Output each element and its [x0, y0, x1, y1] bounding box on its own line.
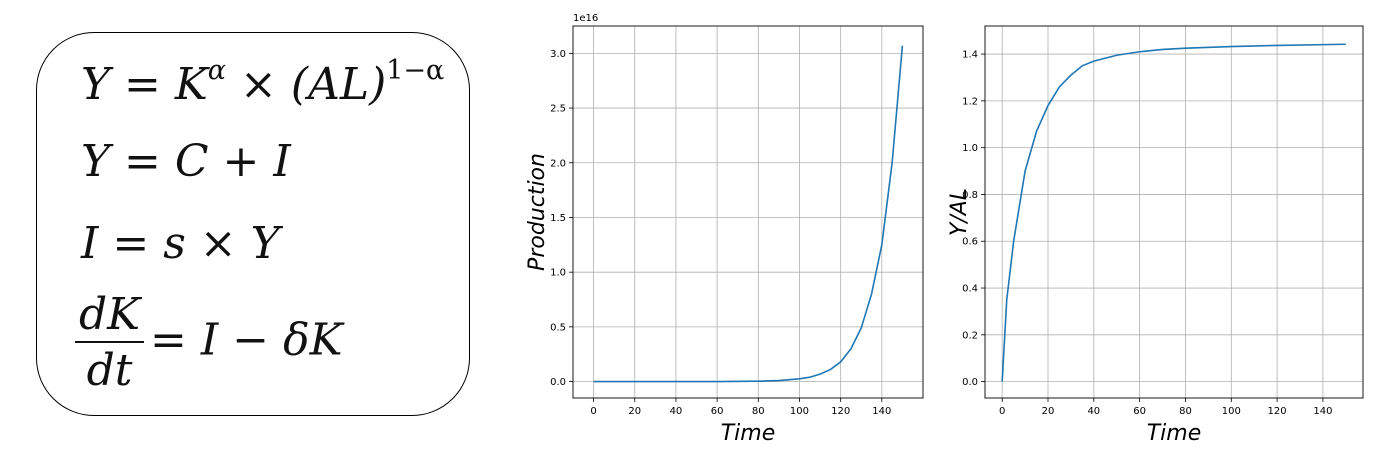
x-tick-label: 100	[790, 406, 809, 417]
y-tick-label: 1.0	[962, 143, 978, 154]
x-tick-label: 60	[711, 406, 724, 417]
x-tick-label: 0	[590, 406, 596, 417]
capital-accumulation-equation: dK dt = I − δK	[75, 293, 342, 393]
y-axis-label: Production	[525, 153, 550, 271]
y-tick-label: 2.5	[550, 104, 566, 115]
series-line	[593, 45, 904, 383]
x-tick-label: 140	[1313, 406, 1332, 417]
output-identity-equation: Y = C + I	[81, 136, 291, 187]
y-tick-label: 0.8	[962, 190, 978, 201]
y-axis-offset-label: 1e16	[573, 13, 598, 24]
y-tick-label: 0.0	[550, 377, 566, 388]
x-tick-label: 140	[872, 406, 891, 417]
x-tick-label: 80	[752, 406, 765, 417]
series-line	[1001, 43, 1346, 382]
x-axis-label: Time	[721, 421, 776, 446]
y-tick-label: 1.0	[550, 268, 566, 279]
y-tick-label: 1.5	[550, 213, 566, 224]
x-tick-label: 120	[1268, 406, 1287, 417]
x-axis-label: Time	[1147, 421, 1202, 446]
x-tick-label: 100	[1222, 406, 1241, 417]
y-axis-label: Y/AL	[947, 188, 972, 236]
y-tick-label: 2.0	[550, 158, 566, 169]
plot-frame	[572, 25, 924, 399]
y-tick-label: 3.0	[550, 49, 566, 60]
x-tick-label: 20	[1042, 406, 1055, 417]
output-per-effective-worker-chart: 0 20 40 60 80 100 120 140 0.0 0.2 0.4 0.6 0.8 1.0 1.2 1…	[947, 25, 1364, 446]
investment-equation: I = s × Y	[81, 218, 280, 269]
x-tick-label: 60	[1133, 406, 1146, 417]
y-tick-label: 0.2	[962, 330, 978, 341]
y-tick-label: 0.0	[962, 377, 978, 388]
x-tick-label: 20	[628, 406, 641, 417]
y-tick-label: 0.6	[962, 237, 978, 248]
x-tick-label: 80	[1179, 406, 1192, 417]
production-function-equation: Y = Kα × (AL)1−α	[81, 55, 445, 110]
x-tick-label: 40	[670, 406, 683, 417]
y-tick-label: 0.4	[962, 284, 978, 295]
production-chart: 0 20 40 60 80 100 120 140 0.0 0.5 1.0 1.5 2.0 2.5 3.0 1…	[525, 13, 924, 446]
x-tick-label: 40	[1087, 406, 1100, 417]
plot-frame	[984, 25, 1364, 399]
y-tick-label: 0.5	[550, 322, 566, 333]
x-tick-label: 0	[999, 406, 1005, 417]
y-tick-label: 1.2	[962, 96, 978, 107]
x-tick-label: 120	[831, 406, 850, 417]
y-tick-label: 1.4	[962, 50, 978, 61]
equation-panel: Y = Kα × (AL)1−α Y = C + I I = s × Y dK d…	[36, 32, 470, 416]
